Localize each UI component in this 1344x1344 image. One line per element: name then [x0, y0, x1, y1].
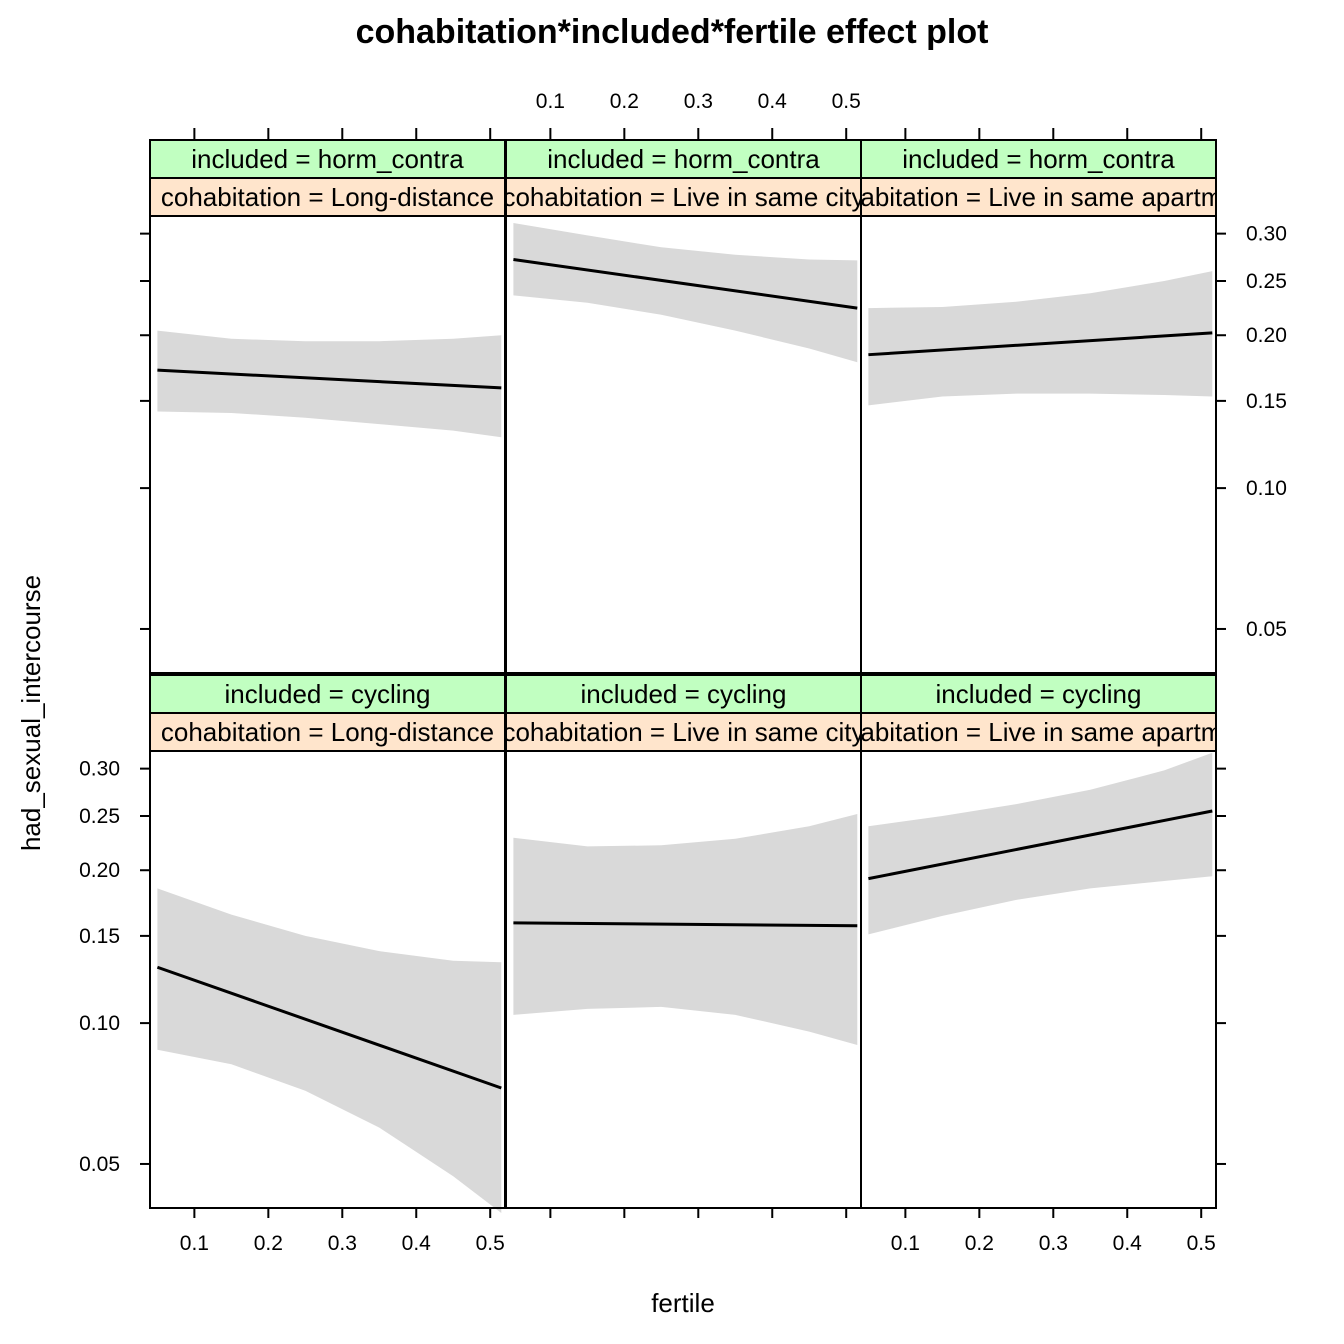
strip-included [149, 139, 506, 179]
strip-included-label: included = cycling [936, 679, 1142, 709]
x-tick-label: 0.2 [965, 1232, 994, 1255]
x-tick-label: 0.5 [1187, 1232, 1216, 1255]
panel-frame [860, 215, 1217, 674]
y-tick-label: 0.20 [1246, 324, 1287, 347]
x-tick-label: 0.3 [684, 90, 713, 113]
y-tick-label: 0.05 [1246, 618, 1287, 641]
y-tick-label: 0.05 [79, 1153, 120, 1176]
strip-included [505, 139, 862, 179]
confidence-band [157, 888, 502, 1213]
confidence-band [513, 814, 858, 1045]
x-tick-label: 0.4 [402, 1232, 432, 1255]
confidence-band [157, 330, 502, 438]
panel-cyc-long: included = cycling cohabitation = Long-di… [79, 674, 506, 1255]
effect-line [868, 809, 1213, 881]
panel-horm-nonres: included = horm_contra cohabitation = Liv… [502, 90, 864, 674]
panel-cyc-nonres: included = cycling cohabitation = Live in… [502, 674, 864, 1218]
strip-cohabitation-label: cohabitation = Live in same apartment [818, 717, 1259, 747]
y-tick-label: 0.25 [1246, 270, 1287, 293]
x-tick-label: 0.3 [1039, 1232, 1068, 1255]
effect-line [513, 258, 858, 310]
strip-cohabitation [860, 712, 1217, 752]
confidence-band [513, 223, 858, 363]
chart-title: cohabitation*included*fertile effect plo… [356, 13, 989, 51]
strip-cohabitation [149, 177, 506, 217]
x-tick-label: 0.2 [254, 1232, 283, 1255]
x-tick-label: 0.5 [476, 1232, 505, 1255]
panel-frame [860, 750, 1217, 1209]
strip-included-label: included = cycling [581, 679, 787, 709]
y-tick-label: 0.25 [79, 805, 120, 828]
panel-cyc-same: included = cycling cohabitation = Live in… [818, 674, 1259, 1255]
y-tick-label: 0.15 [1246, 390, 1287, 413]
y-tick-label: 0.30 [1246, 223, 1287, 246]
confidence-band [868, 271, 1213, 406]
strip-cohabitation-label: cohabitation = Long-distance [161, 182, 494, 212]
strip-cohabitation-label: cohabitation = Live in same apartment [818, 182, 1259, 212]
strip-cohabitation-label: cohabitation = Live in same city [502, 182, 864, 212]
strip-included-label: included = horm_contra [191, 144, 464, 174]
strip-included [860, 674, 1217, 714]
x-axis-title: fertile [651, 1288, 715, 1318]
y-tick-label: 0.15 [79, 925, 120, 948]
panel-grid: included = horm_contra cohabitation = Lon… [79, 90, 1287, 1255]
x-tick-label: 0.5 [832, 90, 861, 113]
strip-cohabitation-label: cohabitation = Long-distance [161, 717, 494, 747]
effect-line [868, 331, 1213, 357]
panel-horm-long: included = horm_contra cohabitation = Lon… [140, 128, 506, 674]
x-tick-label: 0.2 [610, 90, 639, 113]
y-tick-label: 0.10 [79, 1012, 120, 1035]
x-tick-label: 0.4 [758, 90, 788, 113]
effect-line [157, 368, 502, 390]
x-tick-label: 0.1 [180, 1232, 209, 1255]
x-tick-label: 0.4 [1113, 1232, 1143, 1255]
strip-cohabitation-label: cohabitation = Live in same city [502, 717, 864, 747]
x-tick-label: 0.3 [328, 1232, 357, 1255]
strip-included-label: included = cycling [225, 679, 431, 709]
strip-included-label: included = horm_contra [547, 144, 820, 174]
strip-cohabitation [505, 712, 862, 752]
strip-included [149, 674, 506, 714]
effect-line [156, 965, 502, 1090]
strip-included-label: included = horm_contra [902, 144, 1175, 174]
x-tick-label: 0.1 [536, 90, 565, 113]
panel-horm-same: included = horm_contra cohabitation = Liv… [818, 128, 1287, 674]
panel-frame [149, 215, 506, 674]
y-axis-title: had_sexual_intercourse [16, 575, 46, 851]
strip-included [505, 674, 862, 714]
y-tick-label: 0.30 [79, 758, 120, 781]
strip-included [860, 139, 1217, 179]
y-tick-label: 0.20 [79, 859, 120, 882]
effect-line [513, 921, 858, 928]
x-tick-label: 0.1 [891, 1232, 920, 1255]
y-tick-label: 0.10 [1246, 477, 1287, 500]
